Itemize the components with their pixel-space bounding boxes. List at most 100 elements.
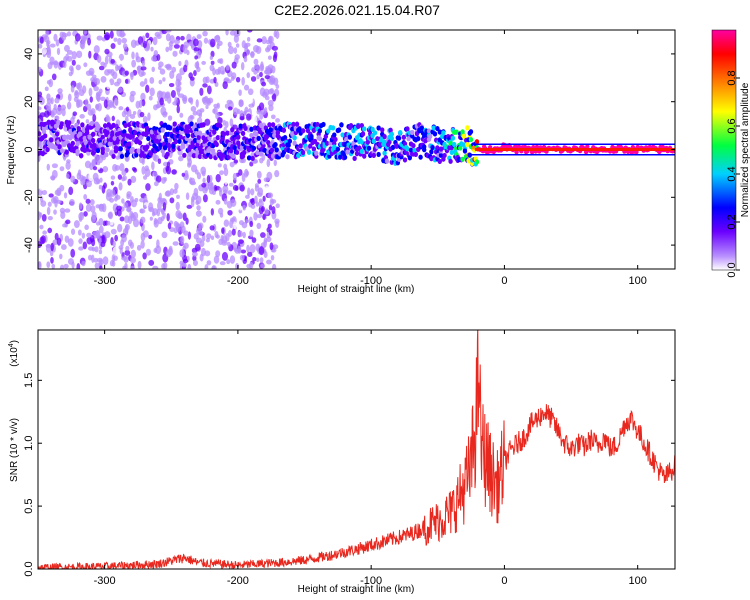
spectrogram-trace-cell bbox=[105, 130, 110, 136]
spectrogram-noise-cell bbox=[264, 185, 269, 193]
spectrogram-noise-cell bbox=[266, 159, 271, 168]
spectrogram-trace-cell bbox=[177, 138, 182, 144]
spectrogram-trace-cell bbox=[467, 152, 472, 158]
spectrogram-noise-cell bbox=[152, 152, 157, 161]
spectrogram-trace-cell bbox=[529, 150, 535, 155]
spectrogram-noise-cell bbox=[200, 166, 207, 175]
spectrogram-noise-cell bbox=[110, 68, 115, 77]
spectrogram-trace-cell bbox=[146, 135, 151, 142]
spectrogram-noise-cell bbox=[103, 182, 107, 189]
spectrogram-noise-cell bbox=[185, 217, 189, 225]
spectrogram-noise-cell bbox=[95, 231, 101, 240]
spectrogram-noise-cell bbox=[69, 198, 75, 207]
spectrogram-noise-cell bbox=[193, 187, 199, 197]
spectrogram-noise-cell bbox=[193, 47, 200, 52]
spectrogram-noise-cell bbox=[66, 31, 72, 37]
spectrogram-noise-cell bbox=[93, 86, 99, 92]
spectrogram-trace-cell bbox=[305, 127, 311, 134]
spectrogram-noise-cell bbox=[38, 43, 43, 49]
spectrogram-noise-cell bbox=[271, 206, 276, 215]
spectrogram-noise-cell bbox=[222, 81, 228, 90]
spectrogram-noise-cell bbox=[66, 101, 72, 110]
spectrogram-noise-cell bbox=[125, 106, 130, 112]
spectrogram-noise-cell bbox=[158, 192, 162, 202]
spectrogram-noise-cell bbox=[253, 58, 259, 65]
spectrogram-noise-cell bbox=[213, 103, 219, 108]
spectrogram-trace-cell bbox=[292, 140, 297, 146]
spectrogram-noise-cell bbox=[242, 231, 246, 239]
spectrogram-noise-cell bbox=[270, 254, 275, 261]
spectrogram-noise-cell bbox=[118, 106, 124, 111]
spectrogram-noise-cell bbox=[256, 170, 262, 179]
spectrogram-noise-cell bbox=[65, 173, 70, 179]
spectrogram-noise-cell bbox=[79, 40, 84, 49]
spectrogram-trace-cell bbox=[474, 139, 480, 145]
spectrogram-trace-cell bbox=[405, 126, 410, 132]
spectrogram-trace-cell bbox=[246, 155, 252, 161]
spectrogram-noise-cell bbox=[142, 252, 147, 260]
spectrogram-trace-cell bbox=[171, 143, 176, 149]
spectrogram-noise-cell bbox=[194, 169, 199, 175]
spectrogram-noise-cell bbox=[272, 54, 277, 63]
spectrogram-noise-cell bbox=[84, 160, 92, 169]
spectrogram-noise-cell bbox=[267, 55, 272, 60]
spectrogram-noise-cell bbox=[82, 176, 86, 186]
spectrogram-trace-cell bbox=[77, 131, 83, 137]
spectrogram-trace-cell bbox=[384, 158, 390, 164]
spectrogram-y-tick-label: 0 bbox=[23, 146, 35, 152]
spectrogram-noise-cell bbox=[155, 104, 162, 109]
spectrogram-noise-cell bbox=[235, 76, 241, 83]
spectrogram-noise-cell bbox=[118, 53, 125, 61]
spectrogram-noise-cell bbox=[73, 220, 80, 228]
spectrogram-noise-cell bbox=[64, 235, 70, 243]
spectrogram-trace-cell bbox=[111, 122, 116, 128]
spectrogram-noise-cell bbox=[169, 35, 175, 45]
spectrogram-trace-cell bbox=[430, 144, 435, 151]
spectrogram-noise-cell bbox=[52, 195, 59, 204]
spectrogram-noise-cell bbox=[256, 109, 261, 115]
spectrogram-noise-cell bbox=[111, 254, 116, 263]
spectrogram-noise-cell bbox=[192, 111, 198, 116]
spectrogram-noise-cell bbox=[231, 61, 237, 69]
spectrogram-noise-cell bbox=[110, 228, 117, 235]
spectrogram-y-tick-label: -40 bbox=[23, 237, 35, 253]
spectrogram-noise-cell bbox=[245, 194, 250, 199]
spectrogram-noise-cell bbox=[187, 158, 192, 166]
spectrogram-noise-cell bbox=[195, 210, 202, 217]
spectrogram-noise-cell bbox=[246, 64, 252, 72]
spectrogram-noise-cell bbox=[54, 97, 60, 104]
spectrogram-noise-cell bbox=[155, 175, 162, 183]
spectrogram-noise-cell bbox=[119, 163, 125, 172]
spectrogram-noise-cell bbox=[221, 251, 229, 261]
spectrogram-noise-cell bbox=[267, 64, 274, 70]
spectrogram-trace-cell bbox=[375, 136, 380, 142]
spectrogram-noise-cell bbox=[51, 263, 56, 269]
spectrogram-noise-cell bbox=[56, 187, 62, 197]
spectrogram-noise-cell bbox=[124, 78, 129, 84]
spectrogram-noise-cell bbox=[230, 217, 236, 222]
spectrogram-trace-cell bbox=[249, 132, 254, 139]
spectrogram-noise-cell bbox=[102, 250, 108, 256]
spectrogram-trace-cell bbox=[273, 141, 278, 148]
spectrogram-trace-cell bbox=[197, 153, 203, 160]
spectrogram-noise-cell bbox=[246, 72, 251, 79]
spectrogram-trace-cell bbox=[210, 148, 216, 154]
spectrogram-noise-cell bbox=[106, 220, 111, 226]
spectrogram-trace-cell bbox=[309, 135, 314, 142]
spectrogram-noise-cell bbox=[239, 110, 244, 118]
spectrogram-noise-cell bbox=[89, 199, 95, 206]
spectrogram-noise-cell bbox=[166, 213, 170, 222]
spectrogram-noise-cell bbox=[180, 235, 185, 245]
spectrogram-noise-cell bbox=[56, 47, 61, 56]
spectrogram-noise-cell bbox=[151, 161, 155, 171]
spectrogram-trace-cell bbox=[261, 143, 266, 149]
spectrogram-noise-cell bbox=[79, 114, 85, 119]
spectrogram-noise-cell bbox=[233, 247, 238, 252]
snr-x-tick-label: 100 bbox=[629, 575, 647, 587]
spectrogram-noise-cell bbox=[175, 222, 180, 228]
spectrogram-noise-cell bbox=[158, 79, 163, 85]
spectrogram-trace-cell bbox=[323, 133, 329, 140]
spectrogram-noise-cell bbox=[226, 99, 233, 105]
spectrogram-noise-cell bbox=[259, 71, 263, 78]
spectrogram-noise-cell bbox=[117, 58, 121, 67]
